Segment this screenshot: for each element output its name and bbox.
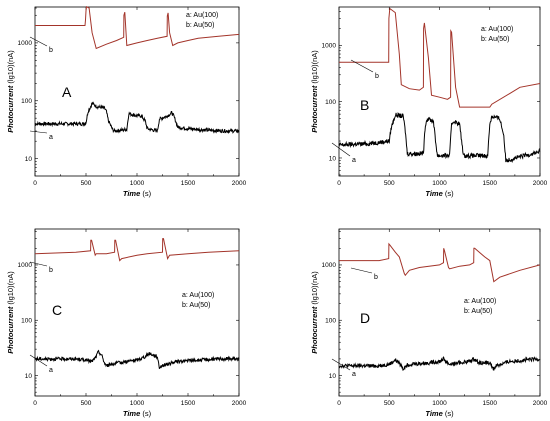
curve-label-a: a	[352, 371, 356, 378]
x-tick-label: 1500	[483, 180, 498, 187]
panel-letter: A	[62, 84, 72, 100]
x-tick-label: 0	[337, 180, 341, 187]
legend-entry: b: Au(50)	[481, 36, 509, 43]
panel-D: 0 500 1000 1500 2000 10 100 1000 Time (s) Photocu…	[310, 228, 548, 418]
x-axis-unit: (s)	[142, 409, 151, 418]
y-axis-unit: (lg10)(nA)	[310, 271, 319, 305]
curve-label-b: b	[375, 73, 379, 80]
curve-label-a: a	[49, 367, 53, 374]
panel-C: 0 500 1000 1500 2000 10 100 1000 Time (s) Photocu…	[6, 228, 247, 418]
legend-entry: b: Au(50)	[464, 308, 492, 315]
y-tick-label: 1000	[322, 262, 337, 269]
y-tick-label: 10	[329, 155, 337, 162]
y-axis-label: Photocurrent (lg10)(nA)	[6, 50, 15, 133]
y-axis-unit: (lg10)(nA)	[6, 50, 15, 84]
legend-entry: a: Au(100)	[182, 292, 214, 299]
x-tick-label: 1500	[181, 180, 196, 187]
x-tick-label: 1000	[130, 180, 145, 187]
y-tick-label: 1000	[322, 43, 337, 50]
x-axis-title: Time	[425, 409, 442, 418]
series-line-b	[34, 238, 240, 262]
y-tick-label: 10	[25, 156, 33, 163]
curve-pointer-a	[331, 142, 351, 157]
panel-A: 0 500 1000 1500 2000 10 100 1000 Time (s) Photocu…	[6, 6, 247, 198]
curve-label-b: b	[374, 274, 378, 281]
series-line-b	[339, 242, 541, 283]
curve-pointer-b	[350, 267, 373, 274]
y-axis-unit: (lg10)(nA)	[310, 50, 319, 84]
series-line-b	[35, 6, 240, 50]
x-tick-label: 500	[384, 400, 395, 407]
curve-pointer-a	[331, 358, 351, 371]
legend-entry: a: Au(100)	[186, 12, 218, 19]
y-axis-label: Photocurrent (lg10)(nA)	[310, 271, 319, 354]
x-tick-label: 500	[81, 400, 92, 407]
series-line-a	[338, 112, 541, 164]
panel-letter: D	[360, 310, 370, 326]
x-tick-label: 2000	[533, 400, 548, 407]
x-axis-unit: (s)	[445, 409, 454, 418]
curve-pointer-b	[29, 261, 48, 267]
y-axis-unit: (lg10)(nA)	[6, 271, 15, 305]
y-tick-label: 10	[329, 373, 337, 380]
x-tick-label: 1500	[483, 400, 498, 407]
legend-entry: a: Au(100)	[481, 26, 513, 33]
x-tick-label: 2000	[232, 180, 247, 187]
curve-label-b: b	[49, 267, 53, 274]
curve-pointer-a	[29, 354, 48, 367]
x-tick-label: 1000	[432, 180, 447, 187]
x-axis-unit: (s)	[445, 189, 454, 198]
curve-label-a: a	[352, 157, 356, 164]
series-line-b	[339, 7, 541, 108]
y-tick-label: 1000	[18, 40, 33, 47]
legend-entry: b: Au(50)	[186, 22, 214, 29]
x-axis-title: Time	[123, 189, 140, 198]
x-axis-label: Time (s)	[425, 189, 454, 198]
x-axis-label: Time (s)	[425, 409, 454, 418]
x-axis-label: Time (s)	[123, 409, 152, 418]
curve-label-b: b	[49, 47, 53, 54]
x-axis-unit: (s)	[142, 189, 151, 198]
y-axis-label: Photocurrent (lg10)(nA)	[310, 50, 319, 133]
y-tick-label: 10	[25, 373, 33, 380]
y-tick-label: 100	[325, 99, 336, 106]
y-tick-label: 100	[21, 318, 32, 325]
x-tick-label: 1000	[432, 400, 447, 407]
x-axis-title: Time	[425, 189, 442, 198]
y-tick-label: 100	[21, 98, 32, 105]
y-axis-title: Photocurrent	[310, 306, 319, 354]
x-tick-label: 0	[33, 400, 37, 407]
plot-frame	[34, 228, 240, 397]
x-tick-label: 1000	[130, 400, 145, 407]
series-line-a	[34, 349, 240, 369]
legend-entry: a: Au(100)	[464, 298, 496, 305]
curve-pointer-b	[29, 36, 48, 47]
y-axis-title: Photocurrent	[310, 85, 319, 133]
panel-letter: C	[52, 302, 62, 318]
y-axis-title: Photocurrent	[6, 85, 15, 133]
x-tick-label: 2000	[232, 400, 247, 407]
x-tick-label: 500	[81, 180, 92, 187]
x-axis-title: Time	[123, 409, 140, 418]
series-line-a	[34, 101, 240, 135]
legend-entry: b: Au(50)	[182, 302, 210, 309]
x-tick-label: 0	[33, 180, 37, 187]
y-axis-title: Photocurrent	[6, 306, 15, 354]
panel-B: 0 500 1000 1500 2000 10 100 1000 Time (s) Photocu…	[310, 6, 548, 198]
y-tick-label: 100	[325, 318, 336, 325]
curve-pointer-b	[350, 59, 374, 73]
panel-letter: B	[360, 97, 369, 113]
x-tick-label: 2000	[533, 180, 548, 187]
x-axis-label: Time (s)	[123, 189, 152, 198]
x-tick-label: 500	[384, 180, 395, 187]
curve-pointer-a	[29, 130, 48, 134]
x-tick-label: 0	[337, 400, 341, 407]
x-tick-label: 1500	[181, 400, 196, 407]
y-tick-label: 1000	[18, 262, 33, 269]
y-axis-label: Photocurrent (lg10)(nA)	[6, 271, 15, 354]
curve-label-a: a	[49, 134, 53, 141]
series-line-a	[338, 356, 541, 371]
